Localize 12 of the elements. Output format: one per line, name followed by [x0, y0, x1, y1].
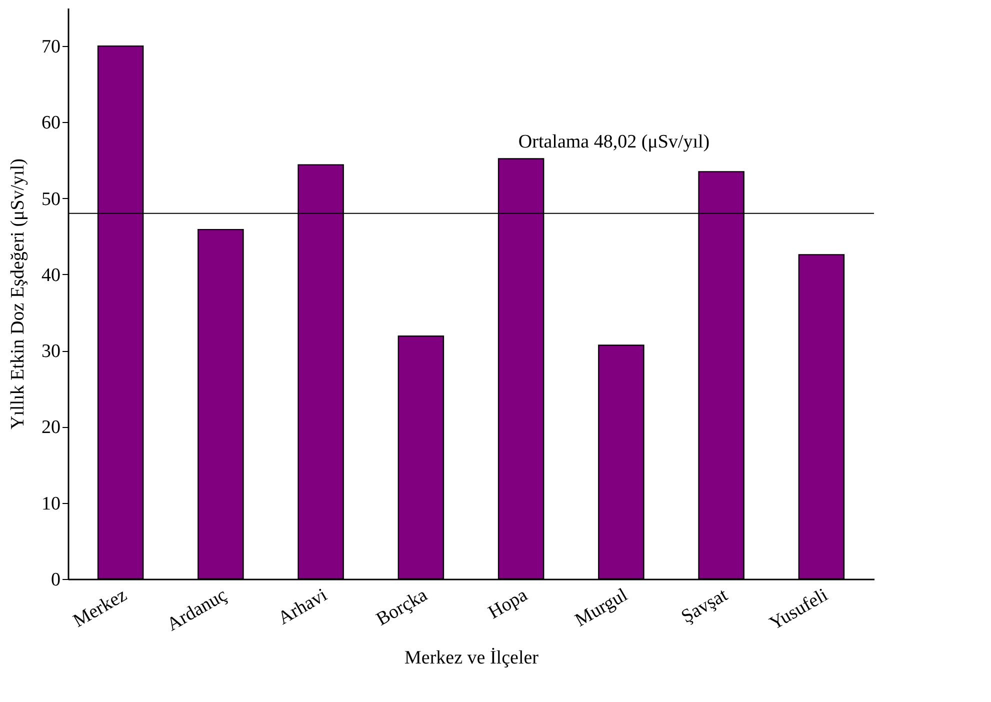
- y-tick-label: 30: [42, 341, 60, 362]
- y-tick-label: 10: [42, 493, 60, 514]
- y-tick-label: 40: [42, 264, 60, 286]
- y-tick-label: 60: [42, 112, 60, 134]
- y-tick-label: 50: [42, 188, 60, 210]
- y-tick-label: 20: [42, 417, 60, 438]
- y-tick-label: 70: [42, 36, 60, 58]
- y-axis-title: Yıllık Etkin Doz Eşdeğeri (μSv/yıl): [8, 158, 28, 430]
- ref-line-label: Ortalama 48,02 (μSv/yıl): [518, 131, 710, 152]
- y-tick-label: 0: [51, 570, 60, 590]
- x-tick-label: Hopa: [484, 584, 532, 624]
- x-axis-title: Merkez ve İlçeler: [404, 648, 540, 669]
